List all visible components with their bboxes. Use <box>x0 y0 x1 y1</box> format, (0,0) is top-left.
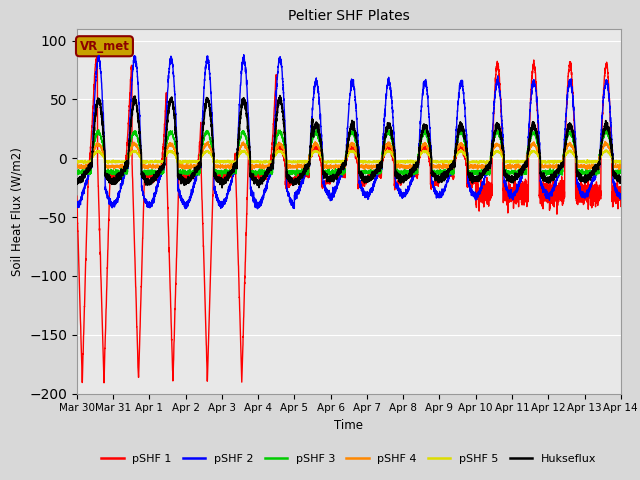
Legend: pSHF 1, pSHF 2, pSHF 3, pSHF 4, pSHF 5, Hukseflux: pSHF 1, pSHF 2, pSHF 3, pSHF 4, pSHF 5, … <box>97 449 601 468</box>
Text: VR_met: VR_met <box>79 40 129 53</box>
X-axis label: Time: Time <box>334 419 364 432</box>
Title: Peltier SHF Plates: Peltier SHF Plates <box>288 10 410 24</box>
Y-axis label: Soil Heat Flux (W/m2): Soil Heat Flux (W/m2) <box>10 147 24 276</box>
